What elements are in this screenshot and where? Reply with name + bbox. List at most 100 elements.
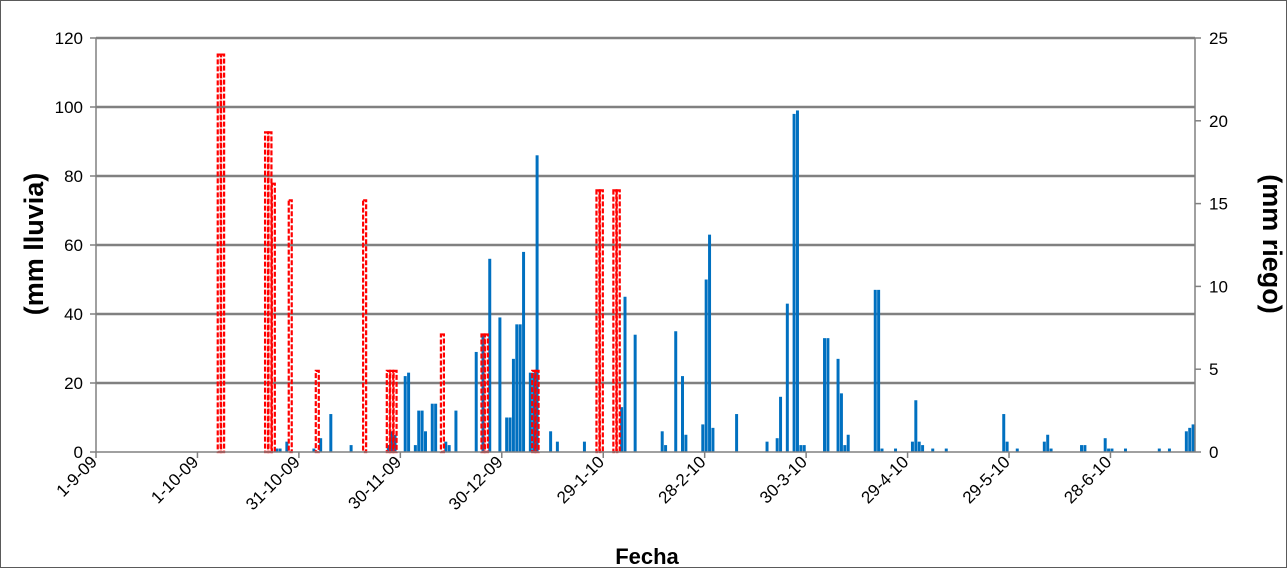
lluvia-bar: [515, 324, 519, 452]
x-tick-label: 29-4-10: [858, 452, 913, 507]
riego-bar: [287, 199, 293, 454]
lluvia-bar: [508, 417, 512, 452]
lluvia-bar: [522, 251, 526, 452]
lluvia-bar: [894, 448, 898, 452]
lluvia-bar: [931, 448, 935, 452]
x-tick-label: 30-12-09: [445, 452, 507, 514]
lluvia-bar: [329, 414, 333, 452]
x-tick-label: 1-10-09: [147, 452, 202, 507]
lluvia-bar: [620, 407, 624, 452]
x-axis-title: Fecha: [615, 544, 679, 569]
lluvia-bar: [417, 410, 421, 452]
lluvia-bar: [623, 296, 627, 452]
lluvia-bar: [880, 448, 884, 452]
lluvia-bar: [1049, 448, 1053, 452]
riego-bar: [483, 333, 489, 454]
lluvia-bar: [664, 445, 668, 452]
lluvia-bar: [1080, 445, 1084, 452]
lluvia-bar: [518, 324, 522, 452]
riego-bar: [439, 333, 445, 454]
lluvia-bar: [498, 317, 502, 452]
riego-bar: [362, 199, 368, 454]
lluvia-bar: [488, 258, 492, 452]
lluvia-bar: [275, 448, 279, 452]
lluvia-bar: [921, 445, 925, 452]
gridlines: [96, 36, 1195, 385]
lluvia-bar: [319, 438, 323, 452]
lluvia-bar: [447, 445, 451, 452]
lluvia-bar: [1184, 431, 1188, 452]
lluvia-bar: [535, 155, 539, 453]
lluvia-bar: [944, 448, 948, 452]
lluvia-bar: [681, 376, 684, 452]
riego-bar: [270, 182, 276, 454]
lluvia-bar: [704, 279, 708, 452]
lluvia-bar: [1107, 448, 1111, 452]
x-tick-label: 29-5-10: [959, 452, 1014, 507]
x-tick-label: 30-3-10: [756, 452, 811, 507]
x-tick-label: 28-6-10: [1060, 452, 1115, 507]
lluvia-bar: [792, 113, 796, 453]
y-left-tick-label: 40: [64, 305, 83, 324]
lluvia-bar: [1046, 434, 1050, 452]
lluvia-bar: [1110, 448, 1114, 452]
lluvia-bar: [839, 393, 843, 452]
x-tick-label: 30-11-09: [344, 452, 405, 513]
bar-series: [216, 53, 1195, 454]
y-right-tick-label: 20: [1209, 112, 1228, 131]
lluvia-bar: [390, 431, 394, 452]
lluvia-bar: [1103, 438, 1107, 452]
lluvia-bar: [407, 372, 411, 452]
lluvia-bar: [799, 445, 803, 452]
axes: [90, 37, 1201, 458]
lluvia-bar: [386, 445, 390, 452]
y-right-tick-label: 10: [1209, 277, 1228, 296]
riego-bar: [220, 53, 226, 454]
lluvia-bar: [826, 338, 830, 452]
lluvia-bar: [795, 110, 799, 452]
lluvia-bar: [505, 417, 509, 452]
lluvia-bar: [278, 448, 282, 452]
lluvia-bar: [843, 445, 847, 452]
y-axis-right-title: (mm riego): [1257, 174, 1287, 314]
lluvia-bar: [1002, 414, 1006, 452]
lluvia-bar: [1042, 441, 1046, 452]
y-left-tick-label: 60: [64, 236, 83, 255]
lluvia-bar: [474, 351, 478, 452]
lluvia-bar: [481, 334, 485, 452]
y-axis-left-title: (mm lluvia): [19, 173, 49, 316]
x-tick-label: 29-1-10: [553, 452, 608, 507]
lluvia-bar: [917, 441, 921, 452]
y-right-tick-label: 25: [1209, 29, 1228, 48]
lluvia-bar: [836, 358, 840, 452]
lluvia-bar: [555, 441, 559, 452]
lluvia-bar: [434, 403, 438, 452]
lluvia-bar: [528, 372, 532, 452]
lluvia-bar: [413, 445, 417, 452]
lluvia-bar: [877, 289, 881, 452]
lluvia-bar: [444, 441, 448, 452]
lluvia-bar: [582, 441, 586, 452]
lluvia-bar: [430, 403, 434, 452]
lluvia-bar: [393, 434, 397, 452]
lluvia-bar: [403, 376, 407, 452]
lluvia-bar: [1188, 427, 1192, 452]
lluvia-bar: [873, 289, 877, 452]
lluvia-bar: [785, 303, 789, 452]
y-right-tick-label: 5: [1209, 360, 1218, 379]
lluvia-bar: [1157, 448, 1161, 452]
lluvia-bar: [674, 331, 678, 452]
lluvia-bar: [549, 431, 553, 452]
y-left-tick-label: 80: [64, 167, 83, 186]
lluvia-bar: [420, 410, 424, 452]
lluvia-bar: [910, 441, 914, 452]
lluvia-bar: [454, 410, 458, 452]
lluvia-bar: [914, 400, 918, 452]
lluvia-bar: [349, 445, 353, 452]
lluvia-bar: [1015, 448, 1019, 452]
lluvia-bar: [846, 434, 850, 452]
y-left-tick-label: 100: [55, 98, 83, 117]
